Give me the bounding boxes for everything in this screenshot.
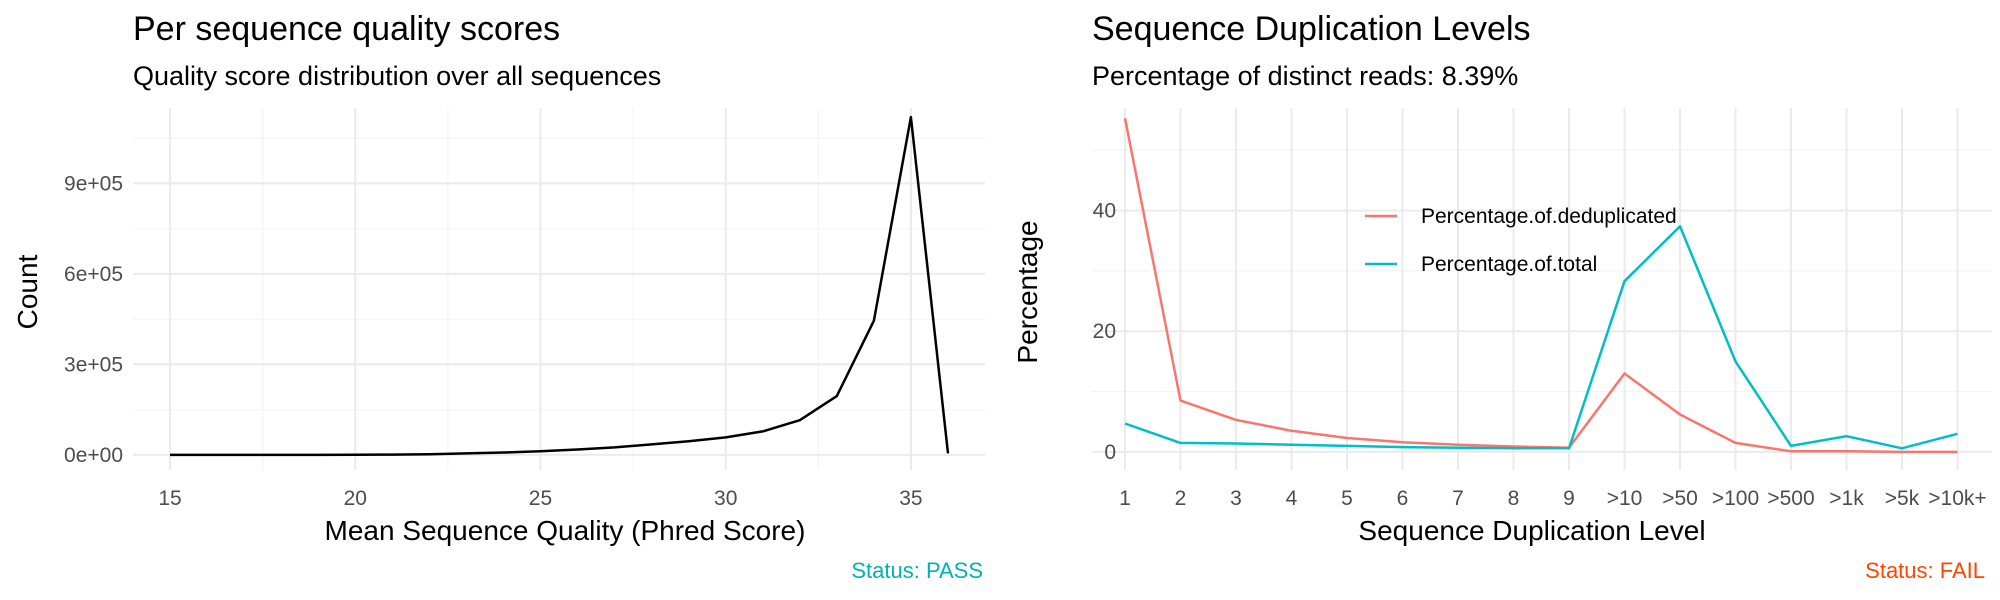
x-tick-label: >500 (1767, 487, 1814, 510)
quality-status-label: Status: PASS (851, 558, 983, 583)
duplication-chart: Sequence Duplication Levels Percentage o… (1012, 10, 1992, 583)
y-tick-label: 0e+00 (64, 444, 123, 467)
x-tick-label: >10 (1607, 487, 1643, 510)
y-tick-label: 9e+05 (64, 172, 123, 195)
x-tick-label: 2 (1175, 487, 1187, 510)
x-tick-label: >10k+ (1928, 487, 1986, 510)
quality-chart: Per sequence quality scores Quality scor… (12, 10, 985, 583)
y-tick-label: 3e+05 (64, 353, 123, 376)
x-tick-label: 25 (529, 487, 552, 510)
duplication-gridlines (1092, 108, 1992, 470)
x-tick-label: 30 (714, 487, 737, 510)
x-tick-label: 6 (1397, 487, 1409, 510)
x-tick-label: 4 (1286, 487, 1298, 510)
quality-y-axis-title: Count (12, 254, 43, 329)
duplication-status-label: Status: FAIL (1865, 558, 1985, 583)
duplication-chart-subtitle: Percentage of distinct reads: 8.39% (1092, 61, 1518, 91)
quality-x-ticks: 15 20 25 30 35 (158, 487, 922, 510)
x-tick-label: >1k (1829, 487, 1864, 510)
quality-chart-title: Per sequence quality scores (133, 10, 560, 48)
duplication-x-axis-title: Sequence Duplication Level (1358, 515, 1705, 546)
duplication-series (1123, 118, 1958, 454)
x-tick-label: 20 (344, 487, 367, 510)
duplication-line-total (1124, 225, 1958, 450)
quality-x-axis-title: Mean Sequence Quality (Phred Score) (325, 515, 806, 546)
x-tick-label: 15 (158, 487, 181, 510)
y-tick-label: 0 (1104, 441, 1116, 464)
y-tick-label: 40 (1093, 200, 1116, 223)
duplication-x-ticks: 1 2 3 4 5 6 7 8 9 >10 >50 >100 >500 >1k >5k >10k+ (1119, 487, 1987, 510)
legend-label: Percentage.of.total (1421, 253, 1597, 276)
x-tick-label: >50 (1662, 487, 1698, 510)
y-tick-label: 20 (1093, 320, 1116, 343)
x-tick-label: 8 (1508, 487, 1520, 510)
x-tick-label: 35 (899, 487, 922, 510)
duplication-line-deduplicated (1123, 118, 1958, 454)
x-tick-label: 5 (1341, 487, 1353, 510)
legend-label: Percentage.of.deduplicated (1421, 205, 1677, 228)
x-tick-label: >100 (1712, 487, 1759, 510)
quality-line (170, 115, 950, 457)
duplication-y-ticks: 0 20 40 (1093, 200, 1116, 464)
x-tick-label: 9 (1563, 487, 1575, 510)
x-tick-label: 3 (1230, 487, 1242, 510)
x-tick-label: 1 (1119, 487, 1131, 510)
quality-gridlines (133, 108, 985, 470)
y-tick-label: 6e+05 (64, 263, 123, 286)
quality-chart-subtitle: Quality score distribution over all sequ… (133, 61, 661, 91)
quality-y-ticks: 0e+00 3e+05 6e+05 9e+05 (64, 172, 123, 467)
x-tick-label: >5k (1885, 487, 1920, 510)
duplication-chart-title: Sequence Duplication Levels (1092, 10, 1531, 48)
duplication-y-axis-title: Percentage (1012, 220, 1043, 363)
duplication-legend: Percentage.of.deduplicated Percentage.of.… (1365, 205, 1677, 276)
quality-series (170, 115, 950, 457)
x-tick-label: 7 (1452, 487, 1464, 510)
